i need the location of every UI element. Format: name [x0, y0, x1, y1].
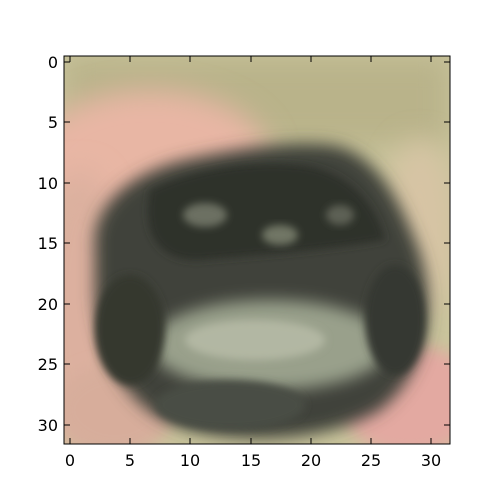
y-tick-label-0: 0: [48, 53, 58, 72]
frog-spot-2: [262, 225, 298, 245]
x-tick-label-10: 10: [180, 451, 200, 470]
x-tick-marks: [69, 56, 432, 444]
y-tick-label-15: 15: [38, 234, 58, 253]
frog-spot-3: [326, 205, 354, 225]
frog-belly-highlight: [185, 320, 325, 360]
y-tick-labels: 0 5 10 15 20 25 30: [38, 53, 58, 435]
axes-frame: [63, 55, 451, 445]
y-tick-label-25: 25: [38, 355, 58, 374]
frog-leg-left: [95, 275, 165, 385]
y-tick-marks: [64, 61, 450, 426]
y-tick-label-20: 20: [38, 295, 58, 314]
x-tick-label-30: 30: [421, 451, 441, 470]
y-tick-label-30: 30: [38, 416, 58, 435]
y-tick-label-10: 10: [38, 174, 58, 193]
x-tick-label-0: 0: [65, 451, 75, 470]
x-tick-label-25: 25: [361, 451, 381, 470]
x-tick-label-20: 20: [301, 451, 321, 470]
frog-back-texture: [147, 163, 385, 261]
image-content: [64, 56, 450, 444]
x-tick-labels: 0 5 10 15 20 25 30: [65, 451, 441, 470]
frog-spot-1: [183, 203, 227, 227]
x-tick-label-15: 15: [241, 451, 261, 470]
y-tick-label-5: 5: [48, 113, 58, 132]
frog-leg-right: [365, 265, 425, 375]
x-tick-label-5: 5: [125, 451, 135, 470]
frog-lower-shadow: [155, 380, 305, 430]
